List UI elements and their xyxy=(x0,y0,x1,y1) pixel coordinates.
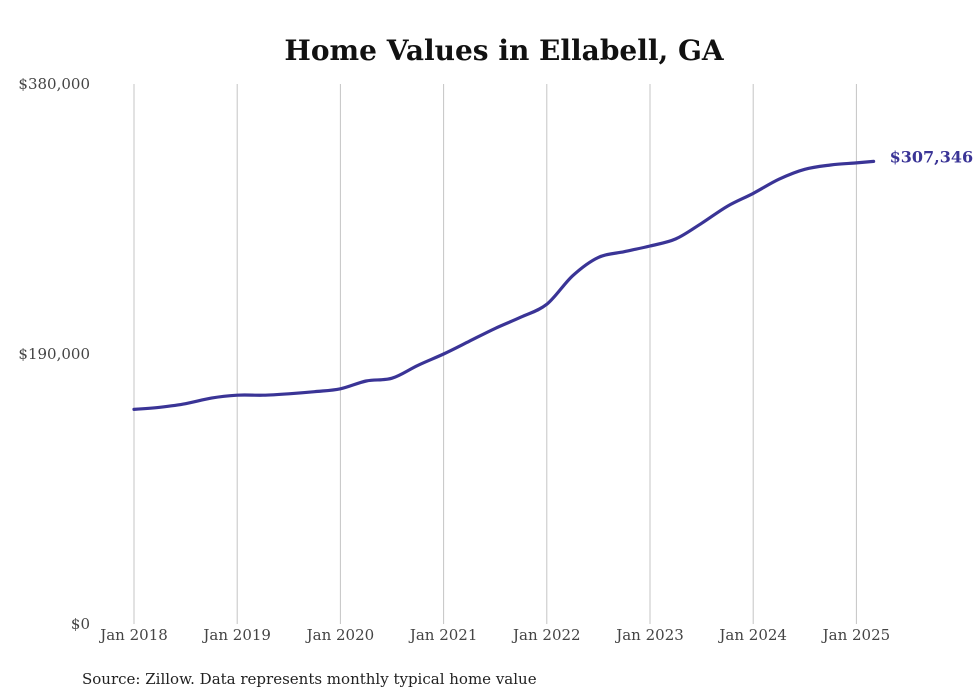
x-axis-ticks: Jan 2018 Jan 2019 Jan 2020 Jan 2021 Jan 2022… xyxy=(98,626,890,644)
x-tick-label: Jan 2021 xyxy=(408,626,478,644)
home-value-line xyxy=(132,159,876,411)
y-tick-label: $0 xyxy=(71,615,90,633)
latest-value-label: $307,346 xyxy=(890,147,974,166)
grid-lines xyxy=(133,84,857,624)
x-tick-label: Jan 2022 xyxy=(511,626,581,644)
x-tick-label: Jan 2024 xyxy=(717,626,787,644)
x-tick-label: Jan 2023 xyxy=(614,626,684,644)
source-note: Source: Zillow. Data represents monthly … xyxy=(82,670,537,688)
x-tick-label: Jan 2018 xyxy=(98,626,168,644)
y-tick-label: $380,000 xyxy=(18,75,90,93)
x-tick-label: Jan 2020 xyxy=(305,626,375,644)
y-axis-ticks: $0 $190,000 $380,000 xyxy=(18,75,90,633)
x-tick-label: Jan 2019 xyxy=(201,626,271,644)
y-tick-label: $190,000 xyxy=(18,345,90,363)
x-tick-label: Jan 2025 xyxy=(821,626,891,644)
chart-title: Home Values in Ellabell, GA xyxy=(284,34,725,67)
